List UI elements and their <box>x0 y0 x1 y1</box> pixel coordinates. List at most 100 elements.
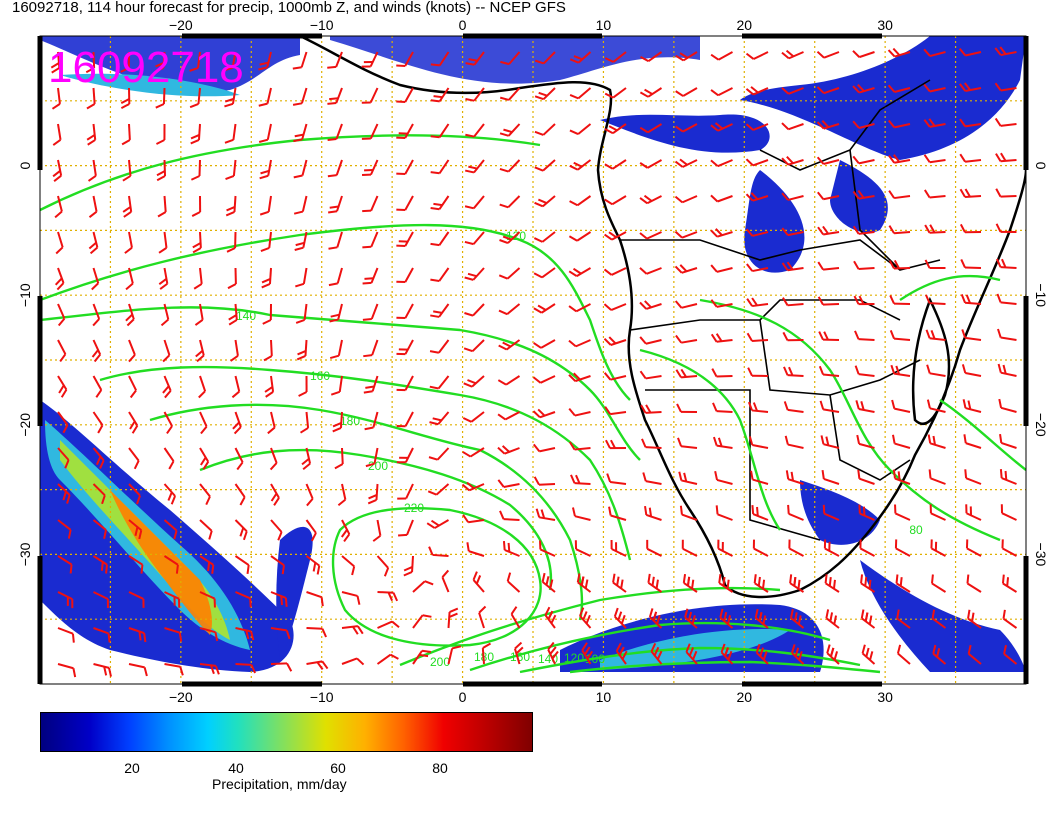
wind-barb <box>327 87 343 105</box>
wind-barb <box>817 261 840 271</box>
wind-barb <box>747 367 769 377</box>
wind-barb <box>267 411 276 435</box>
wind-barb <box>856 434 875 449</box>
wind-barb <box>605 439 627 450</box>
wind-barb <box>120 51 130 73</box>
wind-barb <box>194 303 204 326</box>
wind-barb <box>361 87 379 104</box>
wind-barb <box>91 267 100 291</box>
wind-barb <box>259 195 272 216</box>
wind-barb <box>465 51 485 66</box>
wind-barb <box>574 540 591 557</box>
wind-barb <box>498 339 521 351</box>
wind-barb <box>568 441 591 451</box>
contour-label: 120 <box>564 651 584 665</box>
wind-barb <box>533 303 556 314</box>
wind-barb <box>88 231 99 255</box>
wind-barb <box>790 644 805 665</box>
wind-barb <box>674 230 698 239</box>
wind-barb <box>571 507 591 521</box>
wind-barb <box>270 555 286 575</box>
wind-barb <box>223 51 237 72</box>
wind-barb <box>648 608 663 629</box>
colorbar-gradient <box>40 712 533 752</box>
wind-barb <box>606 473 627 485</box>
wind-barb <box>859 539 875 557</box>
wind-barb <box>710 51 733 61</box>
wind-barb <box>639 336 662 345</box>
wind-barb <box>994 82 1017 92</box>
wind-barb <box>569 159 592 171</box>
wind-barb <box>499 123 521 137</box>
wind-barb <box>362 195 379 213</box>
x-tick-label: −20 <box>169 17 193 33</box>
wind-barb <box>994 117 1017 127</box>
wind-barb <box>641 438 662 449</box>
wind-barb <box>923 154 946 164</box>
wind-barb <box>784 435 804 449</box>
wind-barb <box>822 504 840 521</box>
wind-barb <box>816 50 840 59</box>
wind-barb <box>396 411 414 428</box>
wind-barb <box>640 51 663 63</box>
wind-barb <box>603 336 627 346</box>
wind-barb <box>332 411 343 433</box>
wind-barb <box>860 609 876 629</box>
wind-barb <box>128 627 147 643</box>
wind-barb <box>292 51 308 70</box>
y-tick-label: −10 <box>17 283 33 307</box>
wind-barb <box>615 642 628 665</box>
wind-barb <box>926 364 946 377</box>
wind-barb <box>92 447 105 469</box>
wind-barb <box>675 87 698 97</box>
wind-barb <box>234 555 250 575</box>
wind-barb <box>855 400 875 413</box>
wind-barb <box>533 231 556 243</box>
wind-barb <box>498 267 521 280</box>
wind-barb <box>396 375 414 392</box>
wind-barb <box>510 606 521 629</box>
wind-barb <box>887 119 911 129</box>
y-tick-label: −20 <box>1033 413 1049 437</box>
wind-barb <box>710 333 733 343</box>
wind-barb <box>887 84 911 93</box>
x-tick-label: −20 <box>169 689 193 705</box>
wind-barb <box>334 447 344 470</box>
wind-barb <box>447 607 459 629</box>
wind-barb <box>513 641 524 665</box>
wind-barb <box>1000 504 1017 521</box>
wind-barb <box>429 339 450 354</box>
wind-barb <box>781 49 804 60</box>
wind-barb <box>363 375 379 394</box>
wind-barb <box>372 519 382 542</box>
wind-barb <box>675 368 698 379</box>
wind-barb <box>430 123 450 139</box>
wind-barb <box>293 195 308 215</box>
wind-barb <box>447 645 462 665</box>
wind-barb <box>158 231 168 254</box>
wind-barb <box>852 83 875 94</box>
wind-barb <box>396 123 414 139</box>
wind-barb <box>270 483 280 506</box>
wind-barb <box>299 411 310 434</box>
wind-barb <box>128 411 139 434</box>
wind-barb <box>160 303 170 327</box>
wind-barb <box>891 399 911 413</box>
wind-barb <box>506 572 521 593</box>
wind-barb <box>55 231 64 255</box>
y-tick-labels-right: 0 −10 −20 −30 <box>1033 162 1049 567</box>
wind-barb <box>532 408 556 419</box>
wind-barb <box>965 504 982 521</box>
wind-barb <box>361 123 379 140</box>
wind-barb <box>305 483 314 507</box>
wind-barb <box>790 609 805 629</box>
wind-barb <box>430 159 450 175</box>
wind-barb <box>781 87 804 95</box>
wind-barb <box>569 87 592 100</box>
wind-barb <box>429 375 450 390</box>
wind-barb <box>164 627 183 642</box>
wind-barb <box>258 51 272 71</box>
wind-barb <box>967 644 982 665</box>
wind-barb <box>959 188 982 199</box>
wind-barb <box>57 375 68 398</box>
